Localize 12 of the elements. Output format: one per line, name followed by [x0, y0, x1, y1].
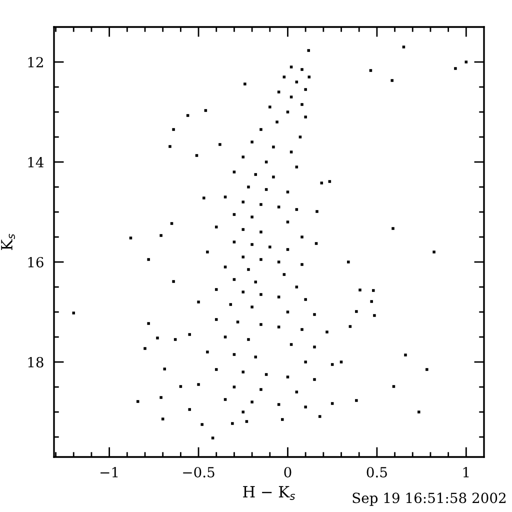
x-axis-title: H − K$_{s}$ [243, 486, 296, 500]
x-tick-label: 0 [284, 466, 292, 478]
y-tick-label: 18 [28, 356, 44, 368]
x-tick-label: −1 [100, 466, 118, 478]
y-tick-label: 16 [28, 256, 44, 268]
y-tick-label: 14 [28, 156, 44, 168]
text: Sep 19 16:51:58 2002 [352, 492, 506, 506]
x-tick-label: −0.5 [183, 466, 214, 478]
y-axis-title: K$_{s}$ [1, 234, 15, 250]
x-tick-label: 1 [463, 466, 469, 478]
x-tick-label: 0.5 [366, 466, 387, 478]
y-tick-label: 12 [28, 56, 43, 68]
